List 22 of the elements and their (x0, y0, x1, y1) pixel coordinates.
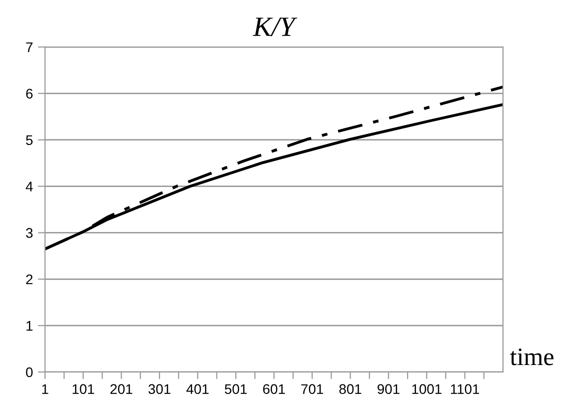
x-tick-label: 201 (110, 384, 132, 394)
y-tick-label: 4 (26, 182, 33, 192)
y-tick-label: 6 (26, 88, 33, 99)
y-tick-label: 7 (26, 42, 32, 52)
x-tick-label: 401 (186, 384, 209, 394)
y-tick-label: 3 (26, 228, 33, 238)
y-tick-label: 1 (26, 321, 33, 331)
x-tick-label: 101 (72, 384, 94, 394)
y-tick-label: 5 (26, 135, 33, 146)
y-tick-label: 2 (26, 274, 32, 284)
x-tick-label: 501 (224, 384, 247, 394)
x-tick-label: 701 (301, 384, 324, 394)
y-tick-label: 0 (26, 367, 33, 378)
chart-title: K/Y (252, 18, 298, 36)
x-tick-label: 1 (42, 384, 48, 394)
x-tick-label: 901 (378, 384, 400, 394)
x-axis-title: time (510, 348, 554, 366)
x-tick-label: 1101 (450, 384, 480, 394)
x-tick-label: 1001 (412, 384, 442, 394)
x-tick-label: 301 (148, 384, 170, 394)
x-tick-label: 801 (339, 384, 362, 394)
x-tick-label: 601 (263, 384, 285, 394)
